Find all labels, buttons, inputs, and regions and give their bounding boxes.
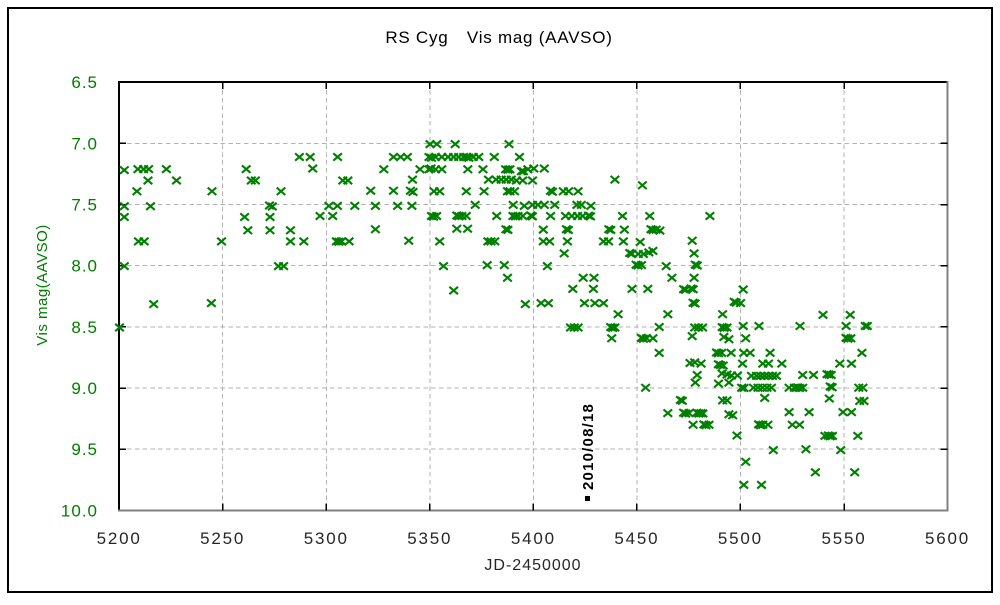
svg-text:5450: 5450 [614,529,659,548]
svg-text:Vis mag(AAVSO): Vis mag(AAVSO) [34,224,51,345]
svg-text:5500: 5500 [718,529,763,548]
svg-text:JD-2450000: JD-2450000 [484,557,581,574]
svg-text:2010/08/18: 2010/08/18 [580,403,597,490]
svg-text:7.5: 7.5 [71,196,98,215]
svg-text:5400: 5400 [511,529,556,548]
svg-text:5200: 5200 [97,529,142,548]
svg-text:9.0: 9.0 [71,379,98,398]
svg-text:7.0: 7.0 [71,134,98,153]
svg-text:5300: 5300 [304,529,349,548]
svg-text:8.5: 8.5 [71,318,98,337]
svg-text:RS Cyg Vis mag (AAVSO): RS Cyg Vis mag (AAVSO) [385,28,612,47]
svg-text:5350: 5350 [407,529,452,548]
svg-text:5250: 5250 [200,529,245,548]
svg-text:5550: 5550 [821,529,866,548]
svg-text:10.0: 10.0 [61,501,98,520]
svg-text:6.5: 6.5 [71,73,98,92]
svg-text:8.0: 8.0 [71,257,98,276]
svg-text:9.5: 9.5 [71,440,98,459]
svg-text:5600: 5600 [925,529,970,548]
